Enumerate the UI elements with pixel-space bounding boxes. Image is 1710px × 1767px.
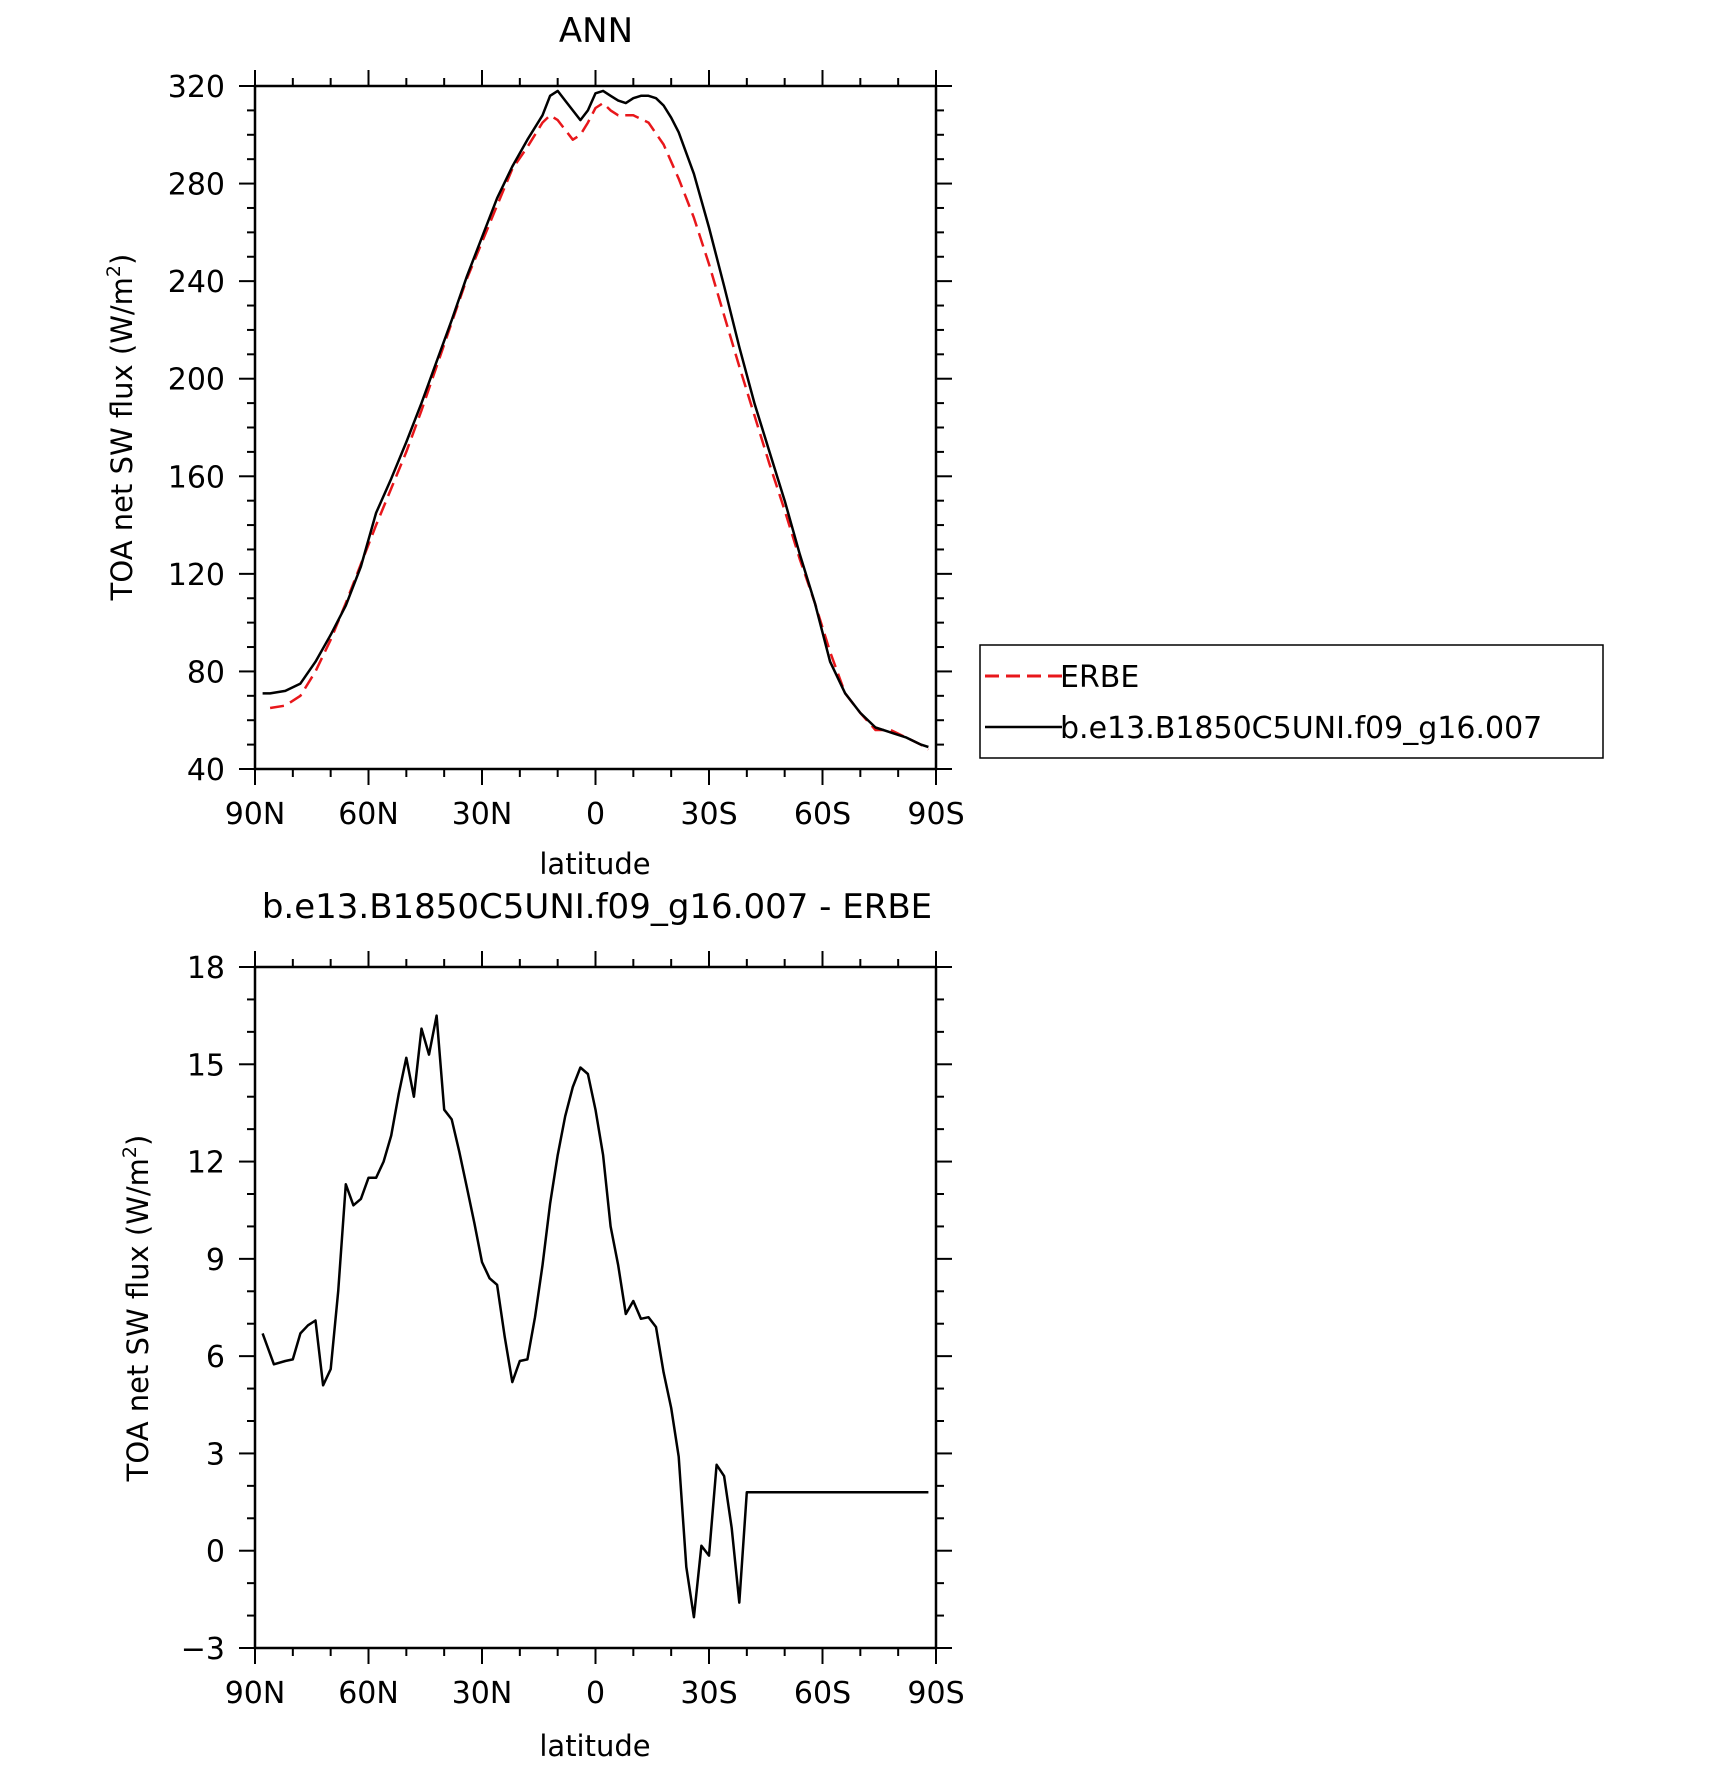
top-xtick-label: 60N — [338, 797, 399, 832]
bottom-panel-plot-frame — [253, 965, 938, 1650]
top-ytick-label: 160 — [168, 460, 225, 495]
top-series-line-0 — [269, 101, 930, 751]
bottom-panel-title: b.e13.B1850C5UNI.f09_g16.007 - ERBE — [262, 887, 932, 927]
bottom-series-line-0 — [261, 1014, 929, 1619]
top-xtick-label: 90S — [907, 797, 964, 832]
top-ytick-label: 80 — [187, 655, 225, 690]
top-panel-ticks — [239, 70, 952, 785]
top-ytick-label: 240 — [168, 265, 225, 300]
top-ytick-label: 120 — [168, 558, 225, 593]
top-xtick-label: 90N — [225, 797, 286, 832]
bottom-panel-series — [261, 1014, 929, 1619]
top-ytick-label: 40 — [187, 753, 225, 788]
bottom-panel-ylabel: TOA net SW flux (W/m2) — [119, 1135, 155, 1483]
bottom-xtick-label: 60S — [794, 1676, 851, 1711]
top-panel-plot-frame — [253, 84, 938, 771]
top-ytick-label: 200 — [168, 363, 225, 398]
top-panel-xlabel: latitude — [539, 847, 650, 881]
top-panel: ANN 90N 60N 30N 0 30S 60S 90S 40 80 120 160 200 240 2… — [103, 11, 1604, 881]
top-panel-series — [262, 89, 930, 751]
top-series-line-1 — [262, 89, 929, 749]
bottom-xtick-label: 90N — [225, 1676, 286, 1711]
legend-box — [979, 644, 1604, 759]
bottom-xtick-label: 30S — [680, 1676, 737, 1711]
bottom-ytick-label: 0 — [206, 1535, 225, 1570]
bottom-xtick-label: 90S — [907, 1676, 964, 1711]
bottom-ytick-label: 12 — [187, 1146, 225, 1181]
top-xtick-label: 30S — [680, 797, 737, 832]
legend: ERBE b.e13.B1850C5UNI.f09_g16.007 — [979, 644, 1604, 759]
bottom-ytick-label: 6 — [206, 1340, 225, 1375]
top-xtick-label: 60S — [794, 797, 851, 832]
bottom-ytick-label: 9 — [206, 1243, 225, 1278]
bottom-ytick-label: 18 — [187, 951, 225, 986]
legend-entry-erbe: ERBE — [1060, 660, 1139, 695]
bottom-ytick-label: −3 — [181, 1632, 225, 1667]
bottom-panel-xlabel: latitude — [539, 1729, 650, 1763]
top-ytick-label: 280 — [168, 168, 225, 203]
top-ytick-label: 320 — [168, 70, 225, 105]
bottom-xtick-label: 30N — [452, 1676, 513, 1711]
top-panel-ylabel: TOA net SW flux (W/m2) — [103, 254, 139, 602]
bottom-ytick-label: 15 — [187, 1048, 225, 1083]
top-panel-title: ANN — [559, 11, 633, 51]
bottom-panel: b.e13.B1850C5UNI.f09_g16.007 - ERBE 90N 6… — [119, 887, 965, 1763]
top-xtick-label: 0 — [586, 797, 605, 832]
top-xtick-label: 30N — [452, 797, 513, 832]
bottom-xtick-label: 60N — [338, 1676, 399, 1711]
bottom-ytick-label: 3 — [206, 1437, 225, 1472]
top-panel-tick-labels: 90N 60N 30N 0 30S 60S 90S 40 80 120 160 200 240 280 32… — [168, 70, 965, 832]
bottom-panel-tick-labels: 90N 60N 30N 0 30S 60S 90S −3 0 3 6 9 12 15 18 — [181, 951, 965, 1711]
bottom-xtick-label: 0 — [586, 1676, 605, 1711]
legend-entry-model: b.e13.B1850C5UNI.f09_g16.007 — [1060, 711, 1542, 746]
bottom-panel-ticks — [239, 951, 952, 1664]
